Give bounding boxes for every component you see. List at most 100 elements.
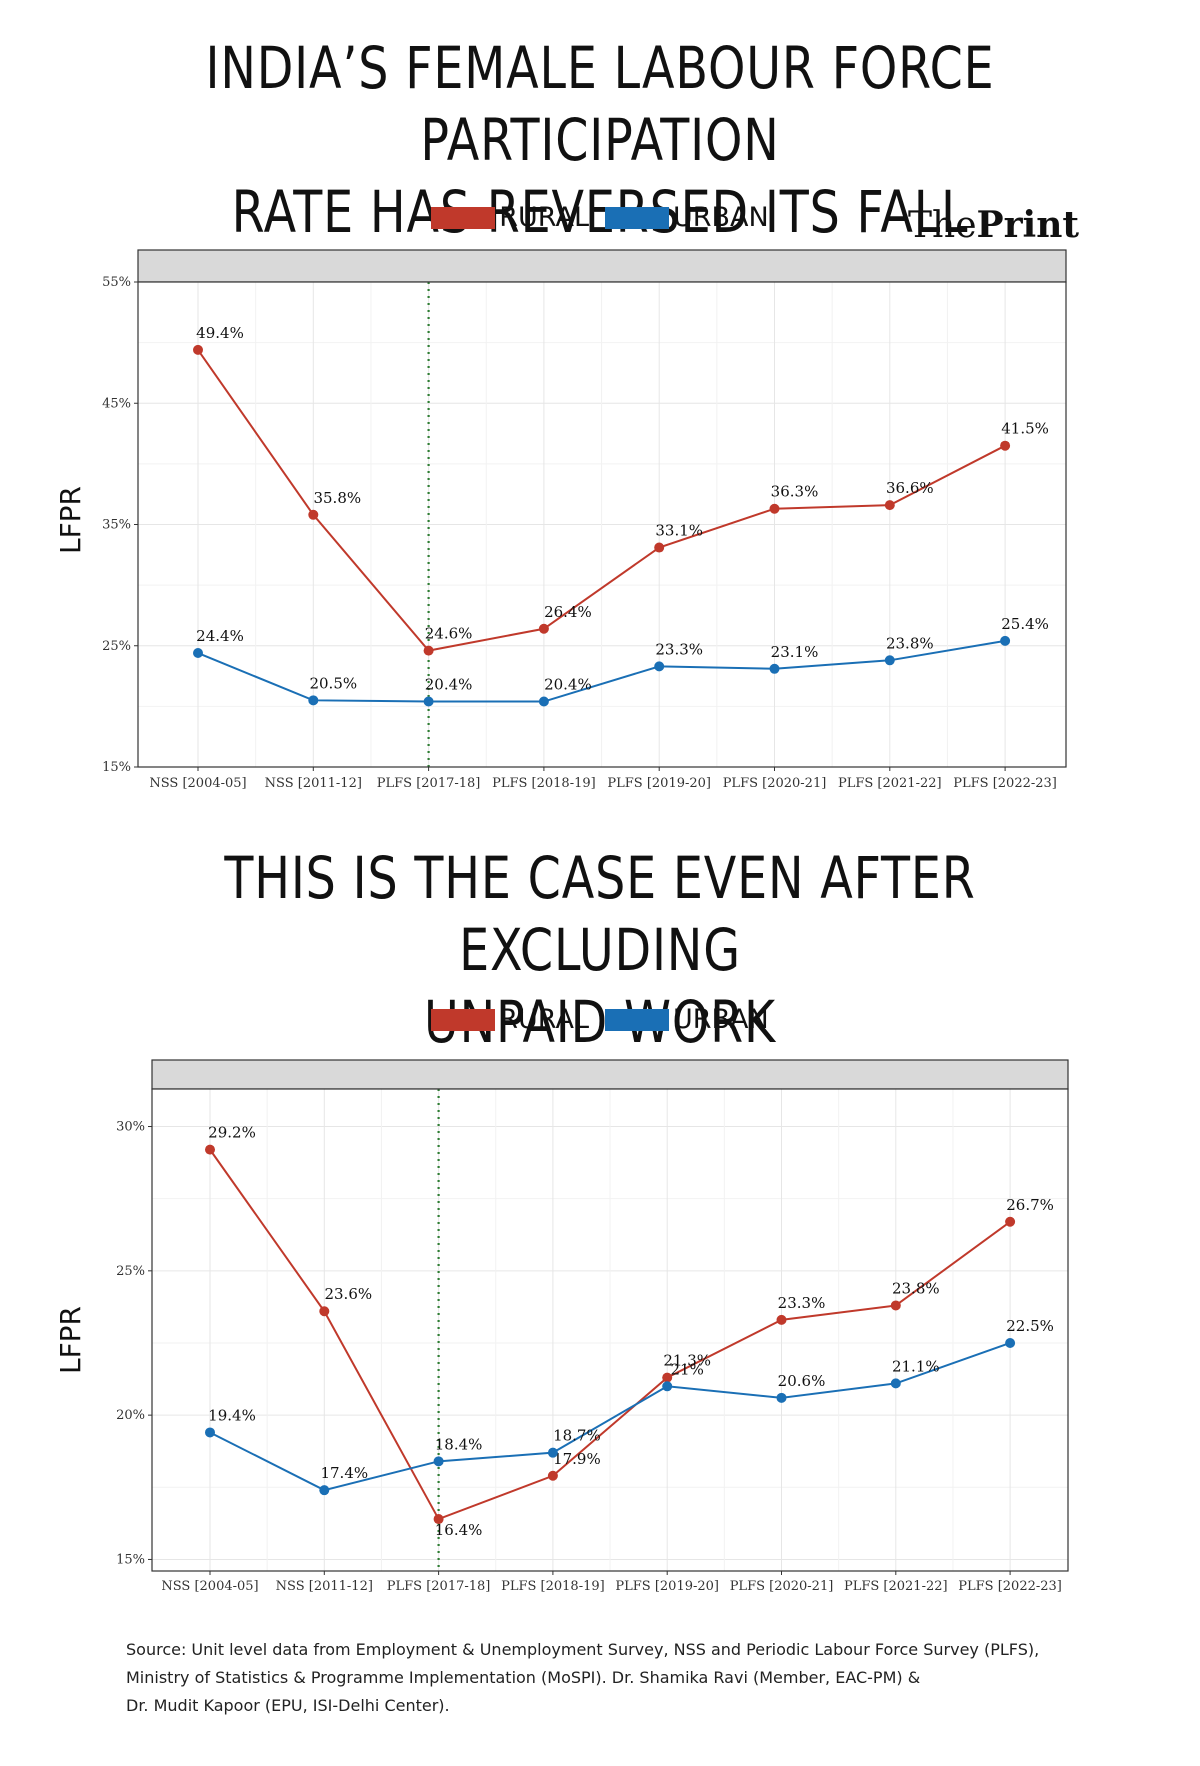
chart-1-data-label-rural: 33.1% — [655, 522, 703, 540]
chart-1-data-label-rural: 24.6% — [425, 625, 473, 643]
chart-1-point-urban — [423, 696, 434, 707]
source-note: Source: Unit level data from Employment … — [126, 1636, 1086, 1720]
chart-1-point-rural — [193, 344, 203, 355]
legend-2: RURAL URBAN — [0, 1004, 1200, 1035]
chart-2-data-label-rural: 17.9% — [553, 1450, 601, 1468]
chart-2-xtick-label: PLFS [2017-18] — [387, 1579, 491, 1594]
chart-1-ytick-label: 15% — [102, 760, 131, 775]
chart-1-data-label-rural: 35.8% — [313, 489, 361, 507]
chart-2-data-label-urban: 21% — [671, 1360, 704, 1378]
chart-1-xtick-label: NSS [2004-05] — [149, 776, 246, 791]
chart-1-data-label-urban: 25.4% — [1001, 615, 1049, 633]
legend-2-rural-label: RURAL — [499, 1004, 589, 1035]
chart-1-xtick-label: PLFS [2021-22] — [838, 776, 942, 791]
chart-2-xtick-label: NSS [2011-12] — [276, 1579, 373, 1594]
headline-1: INDIA’S FEMALE LABOUR FORCE PARTICIPATIO… — [108, 32, 1092, 248]
chart-2-ylabel: LFPR — [54, 1306, 87, 1374]
source-line-3: Dr. Mudit Kapoor (EPU, ISI-Delhi Center)… — [126, 1696, 450, 1715]
chart-2-data-label-urban: 18.4% — [435, 1435, 483, 1453]
chart-2-xtick-label: PLFS [2022-23] — [958, 1579, 1062, 1594]
chart-2-data-label-urban: 19.4% — [208, 1406, 256, 1424]
legend-1-rural: RURAL — [431, 202, 589, 233]
chart-2-data-label-rural: 23.6% — [324, 1285, 372, 1303]
chart-2-panel-border — [151, 1088, 1069, 1572]
chart-1-point-rural — [423, 645, 434, 656]
chart-2-data-label-urban: 20.6% — [778, 1372, 826, 1390]
legend-1-rural-swatch — [431, 206, 496, 229]
chart-2-point-urban — [662, 1381, 673, 1392]
chart-2-point-urban — [776, 1392, 787, 1403]
legend-2-urban: URBAN — [604, 1004, 769, 1035]
chart-2-ytick-label: 30% — [116, 1120, 145, 1135]
chart-2-point-rural — [319, 1306, 330, 1317]
chart-1-point-rural — [769, 503, 780, 514]
chart-1-xtick-label: PLFS [2019-20] — [607, 776, 711, 791]
chart-2-point-urban — [205, 1427, 215, 1438]
source-line-1: Source: Unit level data from Employment … — [126, 1640, 1040, 1659]
chart-2-xtick-label: PLFS [2020-21] — [730, 1579, 834, 1594]
chart-1-point-rural — [884, 500, 895, 511]
chart-1-xtick-label: PLFS [2017-18] — [377, 776, 481, 791]
source-line-2: Ministry of Statistics & Programme Imple… — [126, 1668, 921, 1687]
chart-1-point-urban — [1000, 635, 1011, 646]
headline-1-line-2: RATE HAS REVERSED ITS FALL — [231, 178, 969, 246]
chart-1-data-label-urban: 20.4% — [544, 676, 592, 694]
headline-1-line-1: INDIA’S FEMALE LABOUR FORCE PARTICIPATIO… — [205, 34, 995, 174]
headline-2: THIS IS THE CASE EVEN AFTER EXCLUDING UN… — [108, 842, 1092, 1058]
chart-2-data-label-urban: 22.5% — [1006, 1317, 1054, 1335]
chart-2-point-urban — [1005, 1337, 1016, 1348]
chart-1-xtick-label: PLFS [2018-19] — [492, 776, 596, 791]
theprint-logo: ThePrint — [908, 204, 1079, 246]
chart-2-ytick-label: 20% — [116, 1408, 145, 1423]
chart-2-data-label-urban: 18.7% — [553, 1427, 601, 1445]
chart-2-point-urban — [433, 1456, 444, 1467]
chart-2-data-label-rural: 23.8% — [892, 1279, 940, 1297]
chart-1-point-urban — [769, 663, 780, 674]
chart-2-data-label-rural: 23.3% — [778, 1294, 826, 1312]
legend-1: RURAL URBAN — [0, 202, 1200, 233]
chart-1-data-label-urban: 23.8% — [886, 634, 934, 652]
brand-print: Print — [976, 204, 1080, 246]
chart-1-ytick-label: 55% — [102, 275, 131, 290]
chart-2-point-rural — [1005, 1216, 1016, 1227]
chart-1-point-urban — [654, 661, 665, 672]
legend-1-urban-label: URBAN — [672, 202, 769, 233]
chart-1-point-rural — [538, 623, 549, 634]
legend-1-rural-label: RURAL — [499, 202, 589, 233]
chart-2-title-strip — [151, 1059, 1069, 1090]
chart-1-point-urban — [884, 655, 895, 666]
legend-2-rural-swatch — [431, 1008, 496, 1031]
chart-1-point-rural — [1000, 440, 1011, 451]
chart-1-point-urban — [308, 695, 319, 706]
legend-2-urban-swatch — [604, 1008, 669, 1031]
chart-2-data-label-rural: 16.4% — [435, 1521, 483, 1539]
chart-2-line-rural — [209, 1149, 1011, 1521]
chart-1-point-urban — [193, 648, 203, 659]
headline-2-line-1: THIS IS THE CASE EVEN AFTER EXCLUDING — [224, 844, 976, 984]
chart-2-point-rural — [433, 1514, 444, 1525]
chart-2-point-rural — [776, 1314, 787, 1325]
chart-1-point-rural — [654, 542, 665, 553]
chart-1-ylabel: LFPR — [54, 486, 87, 554]
chart-1-xtick-label: PLFS [2022-23] — [953, 776, 1057, 791]
chart-2-point-rural — [547, 1470, 558, 1481]
chart-2-ytick-label: 25% — [116, 1264, 145, 1279]
brand-the: The — [908, 205, 977, 246]
chart-2-line-urban — [209, 1342, 1011, 1492]
chart-1-title-strip — [137, 249, 1067, 283]
chart-2-xtick-label: PLFS [2019-20] — [615, 1579, 719, 1594]
chart-1-data-label-urban: 23.1% — [771, 643, 819, 661]
chart-2-point-urban — [319, 1485, 330, 1496]
legend-1-urban: URBAN — [604, 202, 769, 233]
chart-2-point-rural — [662, 1372, 673, 1383]
chart-1-data-label-urban: 20.4% — [425, 676, 473, 694]
chart-1-line-urban — [197, 639, 1006, 703]
chart-2-xtick-label: NSS [2004-05] — [161, 1579, 258, 1594]
chart-2-ytick-label: 15% — [116, 1552, 145, 1567]
chart-2-point-rural — [205, 1144, 215, 1155]
chart-1-point-rural — [308, 509, 319, 520]
chart-2-data-label-urban: 17.4% — [320, 1464, 368, 1482]
chart-1-ytick-label: 25% — [102, 639, 131, 654]
chart-1-data-label-rural: 26.4% — [544, 603, 592, 621]
legend-2-rural: RURAL — [431, 1004, 589, 1035]
